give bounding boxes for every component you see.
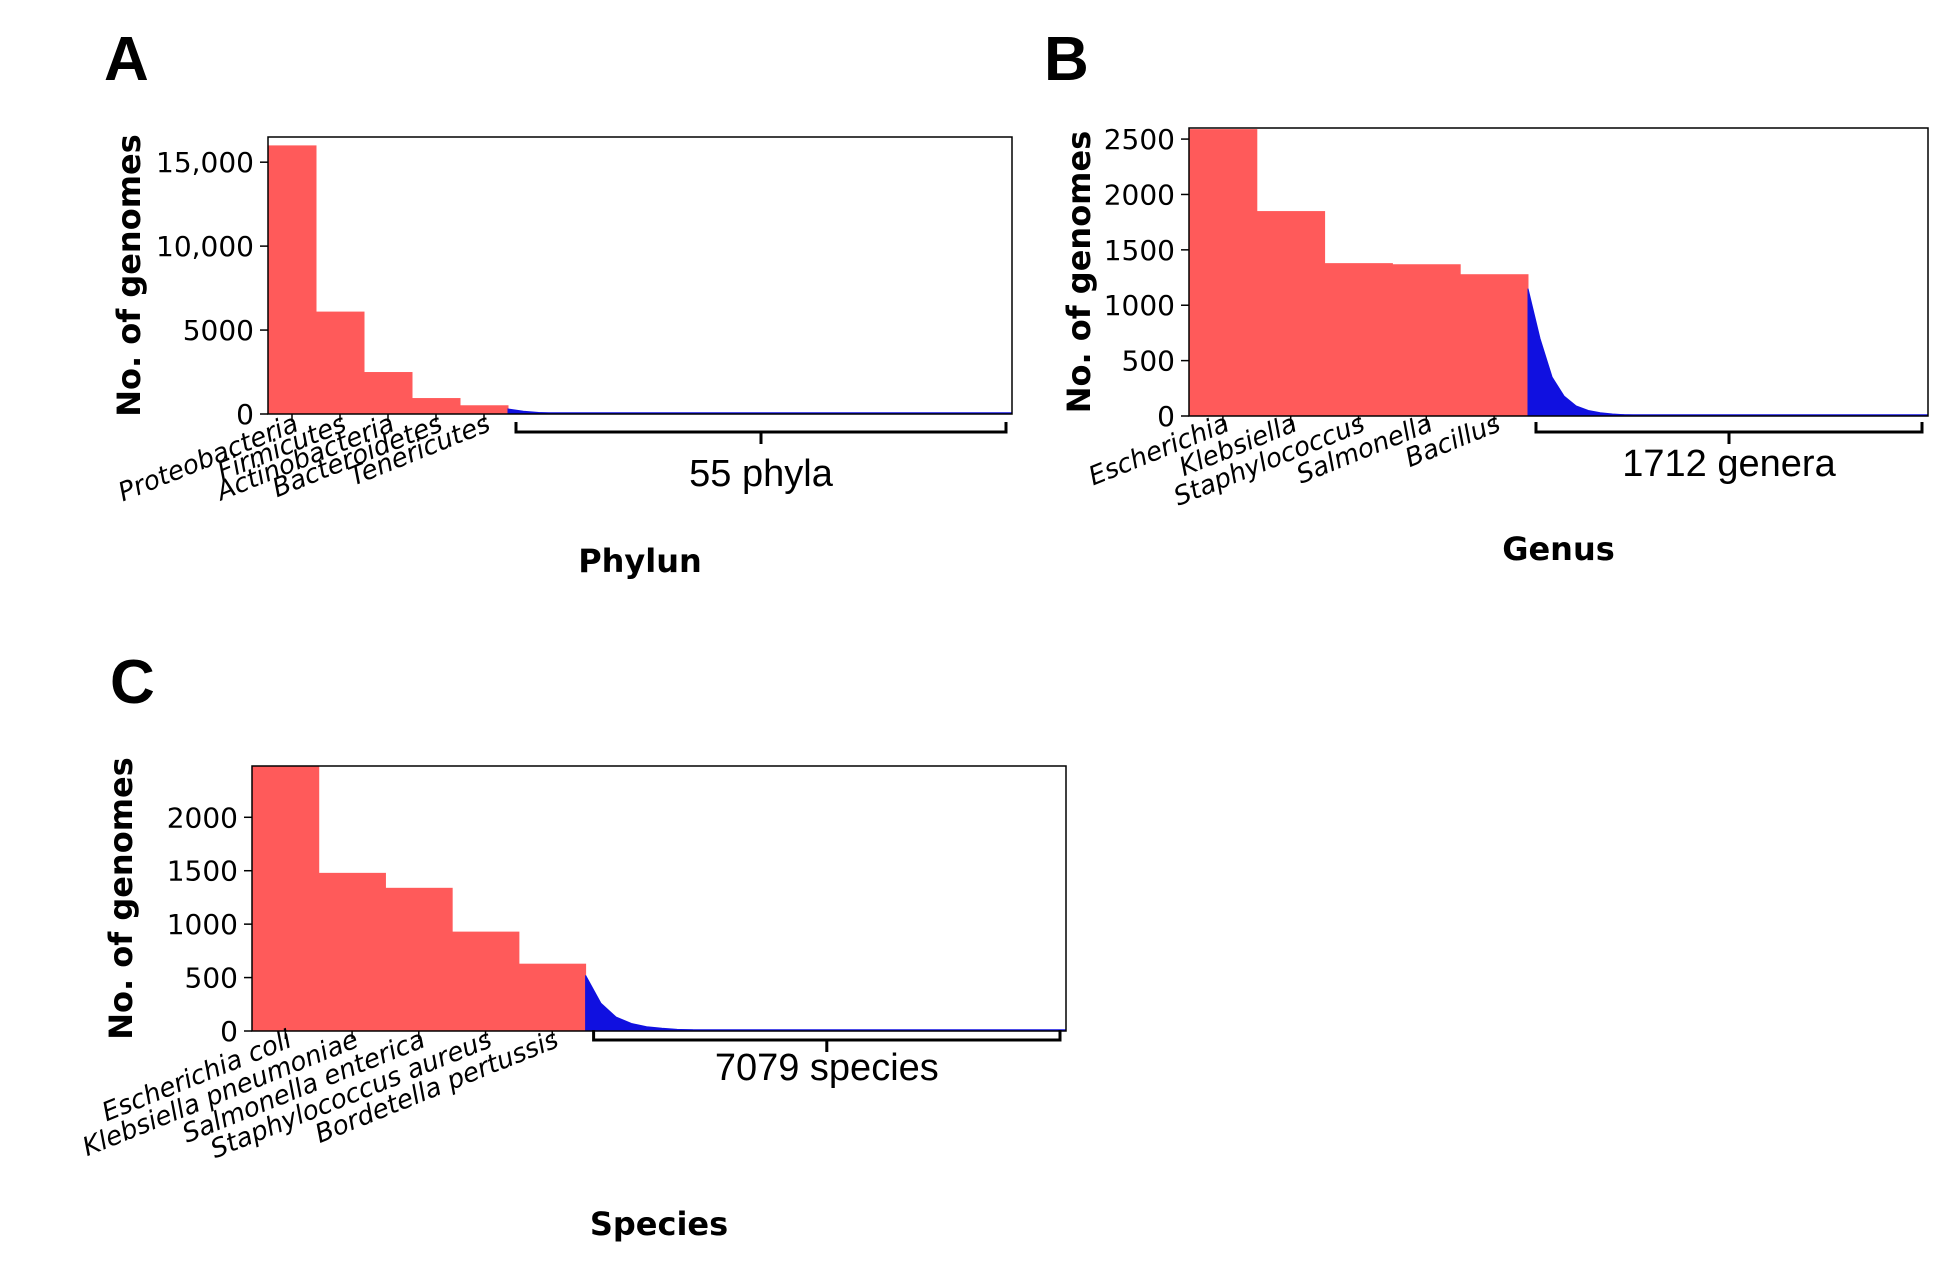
bar-salmonella [1392,264,1461,416]
y-tick-label: 15,000 [156,146,254,179]
y-tick-label: 0 [220,1015,238,1048]
tail-bracket-label: 1712 genera [1622,443,1836,485]
y-tick-label: 2500 [1104,123,1175,156]
tail-area [1527,288,1638,417]
panel-letter: C [110,648,155,717]
y-axis-label: No. of genomes [1060,131,1098,414]
panel-letter: A [104,25,149,94]
tail-bracket [1534,422,1924,444]
y-tick-label: 1000 [1104,289,1175,322]
axes-frame [267,136,1013,415]
bar-firmicutes [316,311,365,414]
y-tick-label: 0 [236,398,254,431]
tail-bracket-label: 55 phyla [689,453,834,495]
y-tick-label: 2000 [1104,178,1175,211]
axes-frame [1188,127,1929,417]
y-tick-label: 500 [185,962,238,995]
y-tick-label: 500 [1122,345,1175,378]
y-tick-label: 1000 [167,908,238,941]
bar-bacillus [1460,274,1529,416]
tail-bracket-label: 7079 species [715,1047,939,1089]
bar-staphylococcus [1324,263,1393,416]
bar-staphylococcus-aureus [452,931,520,1031]
y-tick-label: 2000 [167,801,238,834]
bar-bordetella-pertussis [518,963,587,1031]
x-axis-title: Phylun [578,542,702,580]
y-tick-label: 10,000 [156,230,254,263]
y-axis-label: No. of genomes [110,134,148,417]
bar-klebsiella-pneumoniae [318,872,386,1031]
bar-klebsiella [1256,211,1326,416]
x-axis-title: Genus [1502,530,1615,568]
tail-bracket [592,1030,1062,1052]
bar-escherichia [1189,129,1258,416]
panel-letter: B [1044,25,1089,94]
bar-salmonella-enterica [385,887,453,1031]
y-tick-label: 0 [1157,400,1175,433]
bar-tenericutes [460,405,509,414]
axes-frame [251,765,1067,1032]
y-tick-label: 5000 [183,314,254,347]
bar-escherichia-coli [252,766,320,1031]
bar-actinobacteria [364,372,413,414]
y-axis-label: No. of genomes [102,757,140,1040]
y-tick-label: 1500 [167,855,238,888]
y-tick-label: 1500 [1104,234,1175,267]
tail-area [585,975,693,1032]
bar-bacteroidetes [412,398,461,414]
bar-proteobacteria [268,145,317,415]
x-axis-title: Species [590,1205,728,1243]
tail-bracket [514,422,1008,444]
